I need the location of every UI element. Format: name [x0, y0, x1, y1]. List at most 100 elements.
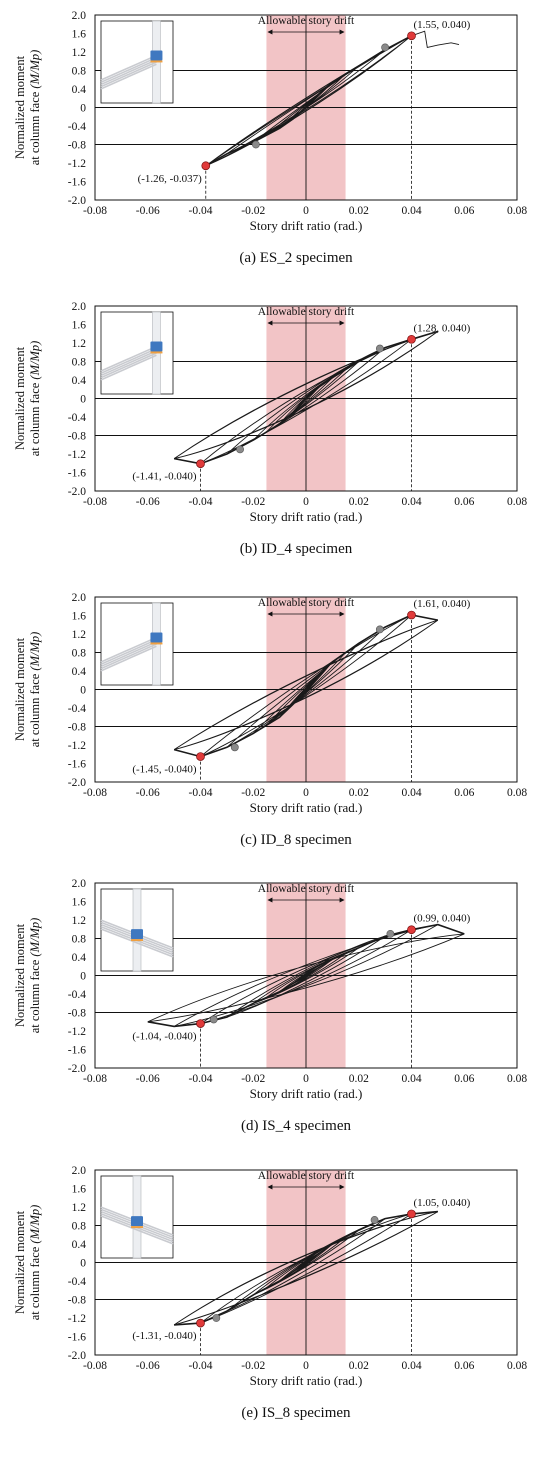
y-tick-label: -0.8 [68, 1008, 86, 1020]
y-tick-label: -2.0 [68, 1350, 86, 1362]
inset-joint-accent [150, 642, 163, 645]
y-axis-label-line1: Normalized moment [13, 637, 27, 741]
y-tick-label: 0.8 [72, 66, 87, 78]
allowable-drift-label: Allowable story drift [258, 306, 355, 318]
panel-caption: (c) ID_8 specimen [240, 832, 352, 848]
y-tick-label: 1.2 [72, 629, 87, 641]
y-tick-label: 0.8 [72, 1221, 87, 1233]
x-tick-label: 0.04 [401, 1360, 421, 1372]
x-tick-label: 0.06 [454, 496, 474, 508]
x-tick-label: 0.04 [401, 496, 421, 508]
y-tick-label: -0.4 [68, 1276, 86, 1288]
x-tick-label: -0.08 [83, 1073, 107, 1085]
x-tick-label: -0.06 [136, 205, 160, 217]
y-tick-label: 1.6 [72, 320, 87, 332]
y-axis-label-math: (M/Mp) [28, 1205, 42, 1244]
x-axis-label: Story drift ratio (rad.) [250, 1086, 363, 1101]
x-axis-label: Story drift ratio (rad.) [250, 1373, 363, 1388]
y-axis-label-line2: at column face (M/Mp) [28, 918, 42, 1034]
x-tick-label: 0.06 [454, 205, 474, 217]
x-tick-label: -0.04 [189, 1360, 213, 1372]
y-tick-label: 0 [80, 971, 86, 983]
y-axis-label-line1: Normalized moment [13, 346, 27, 450]
y-tick-label: -2.0 [68, 1063, 86, 1075]
y-axis-label-line1: Normalized moment [13, 55, 27, 159]
x-tick-label: -0.02 [241, 787, 265, 799]
inset-beam-line [100, 1215, 174, 1245]
y-axis-label-line2-text: at column face [28, 671, 42, 748]
inset-beam-line [100, 345, 157, 372]
y-tick-label: -1.6 [68, 759, 86, 771]
x-axis-label: Story drift ratio (rad.) [250, 800, 363, 815]
chart-panel-2: Allowable story drift (1.61, 0.040) (-1.45… [13, 592, 527, 848]
x-tick-label: -0.02 [241, 1073, 265, 1085]
yield-point-marker [375, 625, 384, 634]
y-tick-label: -1.2 [68, 740, 86, 752]
y-tick-label: -1.2 [68, 449, 86, 461]
backbone-curve [205, 35, 412, 167]
y-tick-label: 1.6 [72, 1184, 87, 1196]
y-tick-label: 0.8 [72, 648, 87, 660]
y-axis-label: Normalized moment at column face (M/Mp) [13, 918, 42, 1034]
y-tick-label: -1.6 [68, 177, 86, 189]
x-tick-label: 0 [303, 787, 309, 799]
peak-point-label: (-1.31, -0.040) [132, 1330, 196, 1342]
drift-arrow-right-head [339, 320, 345, 326]
y-axis-label-math: (M/Mp) [28, 50, 42, 89]
x-tick-label: 0.08 [507, 1073, 527, 1085]
drift-arrow-left-head [267, 611, 273, 617]
peak-point-label: (-1.41, -0.040) [132, 471, 196, 483]
y-tick-label: -0.8 [68, 140, 86, 152]
y-tick-label: -0.4 [68, 989, 86, 1001]
plot-frame [94, 1169, 518, 1356]
specimen-inset [100, 602, 174, 686]
peak-point-label: (-1.26, -0.037) [138, 173, 202, 185]
peak-point-marker [196, 1318, 205, 1328]
inset-beam-line [100, 928, 174, 958]
x-tick-label: 0.08 [507, 205, 527, 217]
y-tick-label: 1.2 [72, 1202, 87, 1214]
y-axis-label: Normalized moment at column face (M/Mp) [13, 50, 42, 166]
inset-beam-line [100, 645, 157, 672]
drift-arrow-right-head [339, 897, 345, 903]
chart-panel-3: Allowable story drift (0.99, 0.040) (-1.04… [13, 878, 527, 1134]
drift-arrow-left-head [267, 320, 273, 326]
y-tick-label: 0.4 [72, 666, 87, 678]
y-axis-label-line2: at column face (M/Mp) [28, 1205, 42, 1321]
x-tick-label: 0.04 [401, 1073, 421, 1085]
yield-point-marker [375, 344, 384, 353]
allowable-drift-label: Allowable story drift [258, 883, 355, 895]
x-tick-label: 0.02 [349, 1360, 369, 1372]
inset-joint [150, 50, 163, 61]
x-tick-label: -0.06 [136, 787, 160, 799]
y-tick-label: 2.0 [72, 1165, 87, 1177]
y-tick-label: -1.2 [68, 1026, 86, 1038]
x-tick-label: 0.02 [349, 205, 369, 217]
peak-point-marker [407, 610, 416, 620]
y-axis-label-line1: Normalized moment [13, 923, 27, 1027]
inset-beam-line [100, 56, 157, 83]
x-axis-label: Story drift ratio (rad.) [250, 509, 363, 524]
inset-beam-line [100, 54, 157, 81]
y-axis-label-math: (M/Mp) [28, 341, 42, 380]
chart-panel-0: Allowable story drift (1.55, 0.040) (-1.26… [13, 10, 527, 266]
drift-arrow-right-head [339, 611, 345, 617]
y-tick-label: 1.2 [72, 47, 87, 59]
x-tick-label: -0.08 [83, 787, 107, 799]
y-axis-label-line2: at column face (M/Mp) [28, 632, 42, 748]
y-axis-label-line2-text: at column face [28, 380, 42, 457]
inset-joint [150, 341, 163, 352]
y-tick-label: 2.0 [72, 592, 87, 604]
y-tick-label: -2.0 [68, 195, 86, 207]
y-tick-label: 1.2 [72, 915, 87, 927]
y-axis-label: Normalized moment at column face (M/Mp) [13, 632, 42, 748]
inset-joint [131, 1216, 143, 1227]
drift-arrow-right-head [339, 1184, 345, 1190]
y-tick-label: -1.6 [68, 1045, 86, 1057]
y-tick-label: -2.0 [68, 486, 86, 498]
x-tick-label: 0.08 [507, 1360, 527, 1372]
yield-point-marker [386, 929, 395, 938]
x-tick-label: 0.08 [507, 496, 527, 508]
x-tick-label: -0.04 [189, 496, 213, 508]
